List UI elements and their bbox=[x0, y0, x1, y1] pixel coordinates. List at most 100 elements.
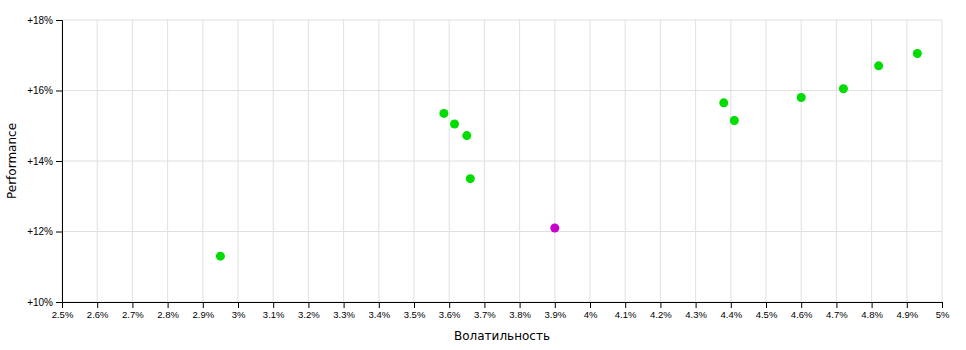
plot: 2.5% 2.6% 2.7% 2.8% 2.9% 3% 3.1% 3.2% 3.3% 3.4% 3.… bbox=[27, 15, 950, 320]
x-tick-mark bbox=[907, 302, 908, 308]
x-tick-label: 3.7% bbox=[474, 309, 496, 320]
x-tick-label: 4.5% bbox=[756, 309, 778, 320]
x-tick-label: 2.8% bbox=[157, 309, 179, 320]
x-tick-label: 2.9% bbox=[192, 309, 214, 320]
x-tick-label: 2.5% bbox=[52, 309, 74, 320]
x-tick-mark bbox=[203, 302, 204, 308]
points bbox=[216, 49, 922, 261]
x-tick: 4.7% bbox=[826, 302, 848, 320]
point bbox=[439, 109, 448, 118]
x-tick-mark bbox=[238, 302, 239, 308]
x-tick-label: 2.7% bbox=[122, 309, 144, 320]
x-tick-label: 3.2% bbox=[298, 309, 320, 320]
y-axis-line bbox=[56, 21, 63, 303]
x-tick: 4.9% bbox=[896, 302, 918, 320]
x-tick: 3.7% bbox=[474, 302, 496, 320]
x-axis: 2.5% 2.6% 2.7% 2.8% 2.9% 3% 3.1% 3.2% 3.3% 3.4% 3.… bbox=[52, 302, 950, 320]
x-tick-mark bbox=[660, 302, 661, 308]
x-tick: 2.5% bbox=[52, 302, 74, 320]
y-tick-mark bbox=[56, 91, 62, 92]
y-tick-mark bbox=[56, 161, 62, 162]
y-tick: +10% bbox=[27, 297, 62, 308]
x-tick-mark bbox=[625, 302, 626, 308]
x-tick-mark bbox=[801, 302, 802, 308]
x-tick: 2.9% bbox=[192, 302, 214, 320]
x-tick: 4.2% bbox=[650, 302, 672, 320]
x-tick-mark bbox=[520, 302, 521, 308]
point bbox=[839, 84, 848, 93]
x-tick-label: 4.2% bbox=[650, 309, 672, 320]
x-tick: 4.8% bbox=[861, 302, 883, 320]
y-tick-label: +18% bbox=[27, 15, 53, 26]
grid-line-y bbox=[62, 20, 942, 21]
y-tick-mark bbox=[56, 302, 62, 303]
y-tick: +16% bbox=[27, 85, 62, 96]
x-tick-label: 2.6% bbox=[87, 309, 109, 320]
y-axis: +10% +12% +14% +16% +18% bbox=[27, 15, 62, 308]
grid bbox=[62, 20, 942, 302]
x-tick: 4% bbox=[584, 302, 598, 320]
x-tick-label: 4% bbox=[584, 309, 598, 320]
x-tick: 3.3% bbox=[333, 302, 355, 320]
x-tick-mark bbox=[308, 302, 309, 308]
x-tick: 4.4% bbox=[720, 302, 742, 320]
x-tick: 3% bbox=[232, 302, 246, 320]
point bbox=[719, 98, 728, 107]
point bbox=[466, 174, 475, 183]
chart: 2.5% 2.6% 2.7% 2.8% 2.9% 3% 3.1% 3.2% 3.3% 3.4% 3.… bbox=[0, 0, 966, 350]
x-tick-mark bbox=[379, 302, 380, 308]
x-tick-mark bbox=[344, 302, 345, 308]
x-tick-mark bbox=[942, 302, 943, 308]
grid-line-y bbox=[62, 231, 942, 232]
x-tick-label: 4.7% bbox=[826, 309, 848, 320]
point bbox=[730, 116, 739, 125]
x-tick: 4.5% bbox=[756, 302, 778, 320]
x-tick: 3.6% bbox=[439, 302, 461, 320]
x-tick-mark bbox=[836, 302, 837, 308]
x-tick: 3.2% bbox=[298, 302, 320, 320]
x-tick: 2.8% bbox=[157, 302, 179, 320]
x-tick-label: 4.3% bbox=[685, 309, 707, 320]
y-tick: +14% bbox=[27, 156, 62, 167]
x-tick-mark bbox=[590, 302, 591, 308]
point bbox=[450, 119, 459, 128]
x-tick-label: 3.8% bbox=[509, 309, 531, 320]
x-tick: 2.7% bbox=[122, 302, 144, 320]
x-tick-mark bbox=[449, 302, 450, 308]
x-tick: 3.4% bbox=[368, 302, 390, 320]
point bbox=[913, 49, 922, 58]
y-tick-label: +10% bbox=[27, 297, 53, 308]
x-tick: 4.6% bbox=[791, 302, 813, 320]
y-tick: +12% bbox=[27, 226, 62, 237]
x-tick-mark bbox=[97, 302, 98, 308]
x-tick-mark bbox=[414, 302, 415, 308]
x-tick-label: 3.4% bbox=[368, 309, 390, 320]
x-tick-label: 3.6% bbox=[439, 309, 461, 320]
y-tick-mark bbox=[56, 20, 62, 21]
x-tick: 4.3% bbox=[685, 302, 707, 320]
y-tick: +18% bbox=[27, 15, 62, 26]
x-tick-mark bbox=[766, 302, 767, 308]
x-axis-line bbox=[63, 303, 943, 309]
point bbox=[216, 252, 225, 261]
y-tick-label: +14% bbox=[27, 156, 53, 167]
x-tick-label: 4.8% bbox=[861, 309, 883, 320]
y-tick-mark bbox=[56, 232, 62, 233]
y-tick-label: +12% bbox=[27, 226, 53, 237]
x-tick-mark bbox=[731, 302, 732, 308]
point bbox=[874, 61, 883, 70]
x-tick: 3.9% bbox=[544, 302, 566, 320]
x-tick-mark bbox=[273, 302, 274, 308]
grid-line-y bbox=[62, 90, 942, 91]
x-tick-label: 3.3% bbox=[333, 309, 355, 320]
point bbox=[462, 131, 471, 140]
x-tick-mark bbox=[132, 302, 133, 308]
x-tick-mark bbox=[168, 302, 169, 308]
x-tick-label: 4.1% bbox=[615, 309, 637, 320]
x-tick-label: 3.5% bbox=[404, 309, 426, 320]
x-tick: 3.1% bbox=[263, 302, 285, 320]
x-tick: 3.5% bbox=[404, 302, 426, 320]
y-tick-label: +16% bbox=[27, 85, 53, 96]
x-tick-mark bbox=[484, 302, 485, 308]
x-tick-label: 3.9% bbox=[544, 309, 566, 320]
